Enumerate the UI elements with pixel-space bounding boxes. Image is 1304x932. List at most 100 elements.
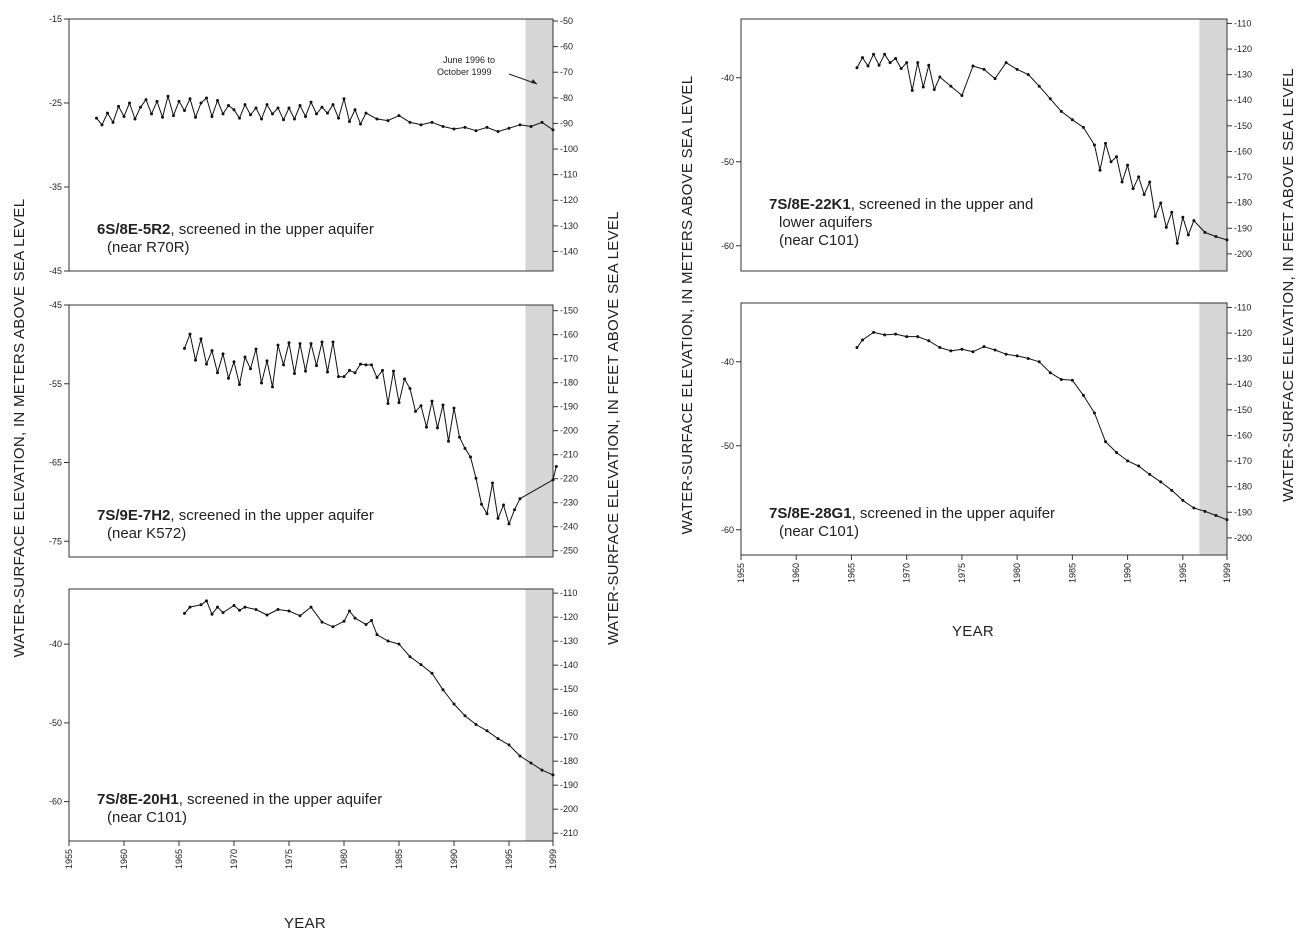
water-level-point: [397, 401, 401, 405]
water-level-point: [463, 714, 467, 718]
water-level-point: [518, 497, 522, 501]
right-y-tick-label: -50: [560, 16, 573, 26]
left-y-tick-label: -40: [721, 73, 734, 83]
right-y-tick-label: -140: [1234, 95, 1252, 105]
left-y-tick-label: -55: [49, 379, 62, 389]
water-level-point: [172, 114, 175, 118]
well-caption-line: lower aquifers: [779, 214, 872, 231]
water-level-point: [320, 105, 324, 109]
x-tick-label: 1960: [791, 563, 801, 583]
water-level-point: [276, 607, 280, 611]
right-y-tick-label: -130: [1234, 354, 1252, 364]
right-y-tick-label: -210: [560, 450, 578, 460]
right-y-tick-label: -70: [560, 67, 573, 77]
shaded-period: [525, 19, 553, 271]
water-level-point: [287, 106, 291, 110]
x-tick-label: 1955: [736, 563, 746, 583]
left-y-tick-label: -75: [49, 536, 62, 546]
water-level-point: [282, 363, 285, 367]
well-description: , screened in the upper aquifer: [170, 507, 373, 524]
water-level-point: [271, 385, 274, 389]
right-y-tick-label: -120: [1234, 44, 1252, 54]
right-y-tick-label: -180: [1234, 198, 1252, 208]
water-level-point: [364, 622, 368, 626]
water-level-point: [441, 688, 445, 692]
well-id: 7S/9E-7H2: [97, 507, 170, 524]
water-level-point: [375, 375, 379, 379]
water-level-point: [320, 620, 324, 624]
right-column-left-y-axis-title: WATER-SURFACE ELEVATION, IN METERS ABOVE…: [679, 76, 696, 535]
water-level-point: [507, 743, 511, 747]
water-level-point: [469, 455, 472, 459]
water-level-point: [1131, 187, 1135, 191]
water-level-point: [463, 125, 467, 129]
water-level-point: [894, 56, 898, 60]
water-level-point: [249, 367, 252, 371]
left-y-tick-label: -65: [49, 458, 62, 468]
right-y-tick-label: -120: [560, 195, 578, 205]
shaded-period: [525, 305, 553, 557]
water-level-point: [386, 401, 390, 405]
water-level-point: [359, 362, 362, 366]
water-level-point: [1192, 506, 1196, 510]
water-level-point: [441, 125, 445, 129]
right-y-tick-label: -160: [560, 330, 578, 340]
water-level-point: [1203, 230, 1207, 234]
water-level-point: [436, 426, 439, 430]
water-level-point: [540, 120, 544, 124]
water-level-point: [342, 375, 346, 379]
water-level-point: [1004, 352, 1008, 356]
x-axis-title-left: YEAR: [284, 915, 326, 932]
water-level-point: [1192, 219, 1196, 223]
water-level-point: [227, 104, 230, 108]
water-level-point: [216, 371, 219, 375]
water-level-point: [1092, 143, 1096, 147]
water-level-point: [117, 104, 120, 108]
water-level-point: [554, 464, 558, 468]
water-level-point: [238, 116, 241, 120]
water-level-point: [1137, 464, 1141, 468]
water-level-point: [304, 369, 307, 373]
water-level-point: [1225, 518, 1229, 522]
water-level-point: [905, 335, 909, 339]
left-y-tick-label: -50: [49, 718, 62, 728]
water-level-point: [491, 481, 494, 485]
water-level-point: [128, 101, 131, 105]
water-level-point: [938, 75, 942, 79]
well-id: 7S/8E-20H1: [97, 791, 179, 808]
water-level-point: [276, 106, 280, 110]
water-level-point: [408, 120, 412, 124]
water-level-point: [265, 359, 269, 363]
right-y-tick-label: -110: [560, 588, 577, 598]
water-level-point: [276, 343, 280, 347]
water-level-point: [949, 84, 953, 88]
annotation-arrowhead: [531, 79, 537, 84]
water-level-point: [320, 340, 324, 344]
water-level-point: [375, 117, 379, 121]
water-level-point: [210, 114, 214, 118]
water-level-point: [452, 127, 456, 131]
right-y-tick-label: -130: [560, 221, 578, 231]
water-level-point: [1070, 378, 1074, 382]
right-y-tick-label: -150: [1234, 121, 1252, 131]
chart-panel-4: -40 -50 -60 -110 -120 -130 -140 -150 -160 -170 -18…: [721, 18, 1252, 272]
water-level-point: [315, 112, 318, 116]
water-level-point: [430, 120, 434, 124]
water-level-point: [287, 341, 291, 345]
water-level-point: [1126, 163, 1130, 167]
water-level-point: [529, 125, 533, 129]
water-level-point: [331, 340, 335, 344]
water-level-point: [205, 362, 208, 366]
water-level-point: [111, 120, 115, 124]
water-level-point: [1098, 168, 1102, 172]
right-y-tick-label: -240: [560, 522, 578, 532]
water-level-point: [397, 642, 401, 646]
water-level-point: [375, 633, 379, 637]
water-level-point: [364, 111, 368, 115]
water-level-point: [1004, 61, 1008, 65]
x-tick-label: 1975: [957, 563, 967, 583]
water-level-point: [916, 335, 920, 339]
water-level-point: [392, 369, 395, 373]
water-level-point: [485, 729, 489, 733]
water-level-point: [315, 364, 318, 368]
